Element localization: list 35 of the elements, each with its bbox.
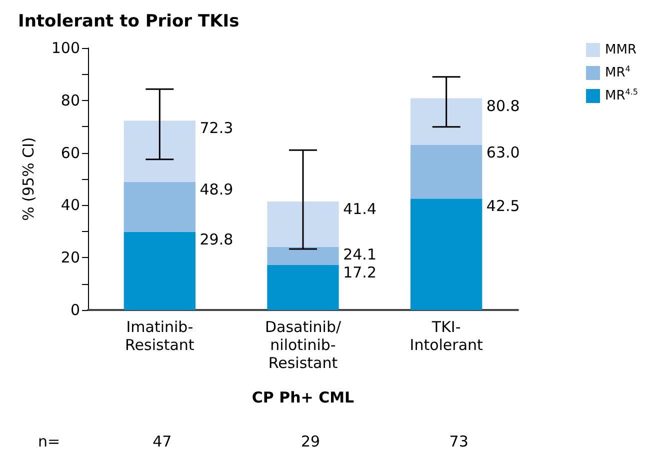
bar — [410, 144, 482, 199]
text: 73 — [449, 432, 468, 450]
annotation: 48.9 — [200, 180, 234, 198]
annotation: 63.0 — [486, 143, 520, 162]
y-tick-label: 0 — [70, 301, 80, 319]
text: 47 — [152, 432, 172, 450]
y-tick-label: 100 — [51, 39, 80, 57]
y-tick-label: 80 — [60, 91, 80, 110]
annotation: 17.2 — [343, 263, 376, 282]
x-axis-title: CP Ph+ CML — [252, 388, 355, 406]
bar — [267, 264, 339, 310]
annotation: 24.1 — [343, 245, 376, 264]
chart-title: Intolerant to Prior TKIs — [18, 12, 240, 32]
y-tick-label: 20 — [60, 248, 80, 267]
y-tick-label: 40 — [60, 196, 80, 214]
text: n= — [38, 432, 60, 450]
x-tick-label: Dasatinib/ nilotinib- Resistant — [264, 318, 342, 372]
x-tick-label: Imatinib- Resistant — [125, 318, 194, 354]
text: 29 — [300, 432, 320, 450]
annotation: 42.5 — [486, 197, 520, 216]
legend-label: MMR — [605, 42, 636, 58]
y-tick-label: 60 — [60, 144, 80, 162]
bar — [124, 182, 196, 232]
y-axis-title: % (95% CI) — [20, 137, 38, 221]
bar — [410, 198, 482, 310]
x-tick-label: TKI- Intolerant — [410, 318, 484, 354]
bar — [124, 120, 196, 182]
annotation: 80.8 — [486, 96, 520, 115]
bar — [267, 246, 339, 265]
annotation: 29.8 — [200, 230, 234, 248]
bar — [267, 202, 339, 247]
bar — [410, 98, 482, 145]
annotation: 41.4 — [343, 200, 376, 218]
annotation: 72.3 — [200, 119, 234, 138]
bar — [124, 232, 196, 310]
